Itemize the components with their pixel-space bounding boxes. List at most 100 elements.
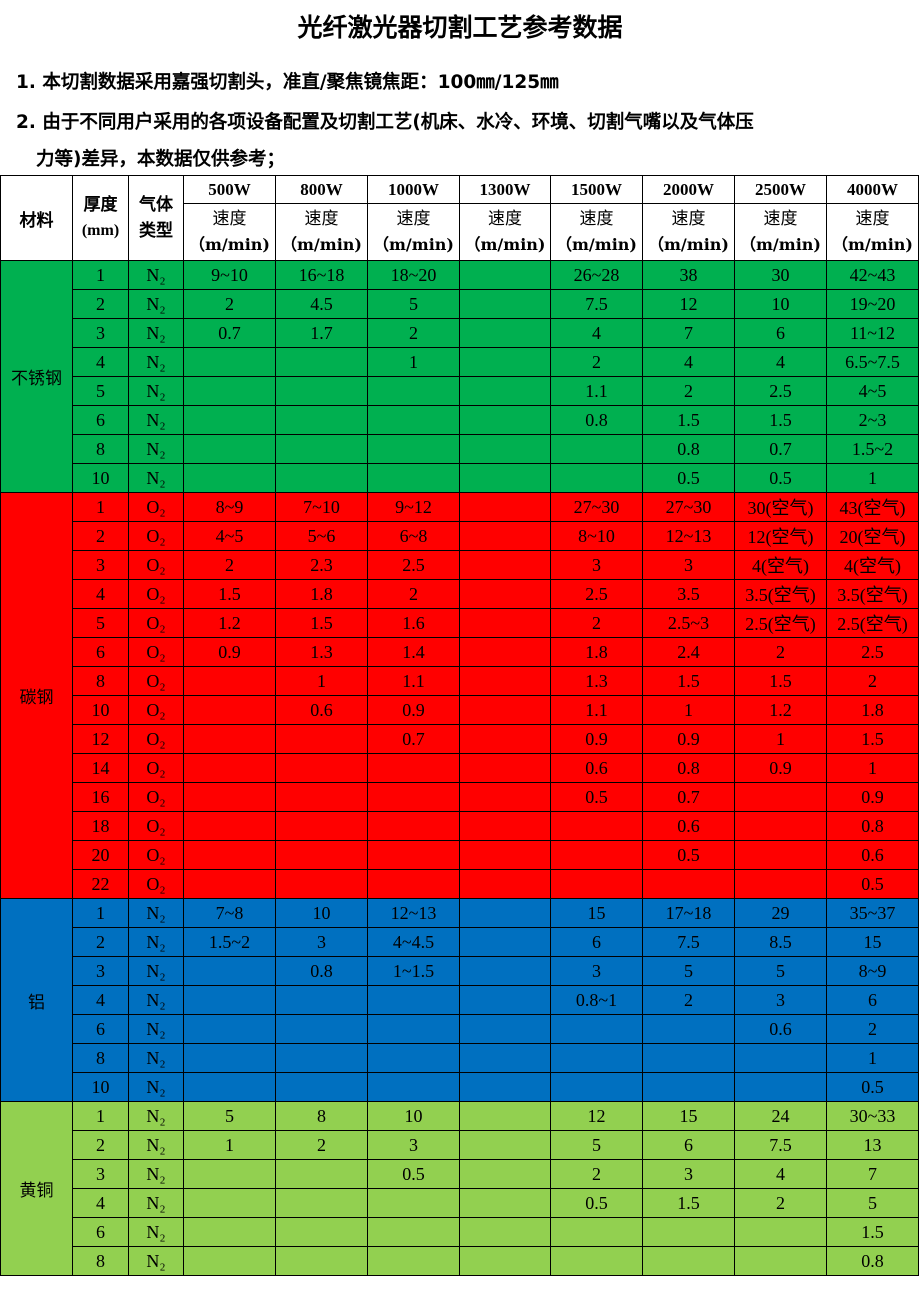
- speed-cell: 0.8: [550, 405, 643, 435]
- gas-cell: N₂: [128, 289, 184, 319]
- speed-cell: 15: [826, 927, 919, 957]
- speed-cell: 0.8: [642, 434, 735, 464]
- speed-cell: [183, 956, 276, 986]
- table-row: 20 O₂ 0.5 0.6: [0, 840, 919, 870]
- material-cell: 铝: [0, 898, 73, 1102]
- header-speed-unit: （m/min): [373, 235, 454, 254]
- table-row: 22 O₂ 0.5: [0, 869, 919, 899]
- speed-cell: 1.5: [826, 724, 919, 754]
- speed-cell: 0.8: [826, 1246, 919, 1276]
- speed-cell: 0.6: [826, 840, 919, 870]
- speed-cell: 1.5: [275, 608, 368, 638]
- header-speed: 速度 （m/min): [367, 203, 460, 261]
- gas-cell: O₂: [128, 695, 184, 725]
- speed-cell: 8~10: [550, 521, 643, 551]
- speed-cell: 2: [826, 1014, 919, 1044]
- table-row: 3 N₂ 0.7 1.7 2 4 7 6 11~12: [0, 318, 919, 348]
- speed-cell: 6: [642, 1130, 735, 1160]
- thickness-cell: 6: [72, 637, 129, 667]
- speed-cell: [734, 869, 827, 899]
- speed-cell: 2~3: [826, 405, 919, 435]
- header-speed-unit: （m/min): [189, 235, 270, 254]
- speed-cell: [459, 811, 551, 841]
- speed-cell: 29: [734, 898, 827, 928]
- speed-cell: 17~18: [642, 898, 735, 928]
- speed-cell: [367, 782, 460, 812]
- speed-cell: [459, 927, 551, 957]
- speed-cell: [550, 434, 643, 464]
- speed-cell: 1.1: [550, 695, 643, 725]
- speed-cell: 0.8: [642, 753, 735, 783]
- speed-cell: 2.5(空气): [734, 608, 827, 638]
- thickness-cell: 8: [72, 1043, 129, 1073]
- speed-cell: 5: [642, 956, 735, 986]
- header-speed-unit: （m/min): [556, 235, 637, 254]
- speed-cell: [459, 1072, 551, 1102]
- speed-cell: [183, 1246, 276, 1276]
- thickness-cell: 4: [72, 985, 129, 1015]
- speed-cell: 7~8: [183, 898, 276, 928]
- table-row: 16 O₂ 0.5 0.7 0.9: [0, 782, 919, 812]
- speed-cell: 8~9: [826, 956, 919, 986]
- thickness-cell: 1: [72, 1101, 129, 1131]
- speed-cell: 0.5: [826, 869, 919, 899]
- speed-cell: [550, 463, 643, 493]
- thickness-cell: 3: [72, 956, 129, 986]
- speed-cell: [183, 724, 276, 754]
- speed-cell: 42~43: [826, 260, 919, 290]
- speed-cell: [183, 1043, 276, 1073]
- gas-cell: N₂: [128, 898, 184, 928]
- table-row: 6 N₂ 1.5: [0, 1217, 919, 1247]
- speed-cell: 0.7: [642, 782, 735, 812]
- speed-cell: [459, 492, 551, 522]
- speed-cell: 1.3: [275, 637, 368, 667]
- gas-cell: N₂: [128, 1072, 184, 1102]
- gas-cell: N₂: [128, 1159, 184, 1189]
- speed-cell: 12: [642, 289, 735, 319]
- speed-cell: [367, 1217, 460, 1247]
- header-material: 材料: [0, 175, 73, 261]
- speed-cell: [459, 840, 551, 870]
- table-row: 14 O₂ 0.6 0.8 0.9 1: [0, 753, 919, 783]
- speed-cell: 5~6: [275, 521, 368, 551]
- speed-cell: 12~13: [367, 898, 460, 928]
- speed-cell: 5: [826, 1188, 919, 1218]
- speed-cell: [642, 1072, 735, 1102]
- table-row: 8 N₂ 1: [0, 1043, 919, 1073]
- speed-cell: 6.5~7.5: [826, 347, 919, 377]
- header-power-4000W: 4000W: [826, 175, 919, 204]
- table-row: 10 O₂ 0.6 0.9 1.1 1 1.2 1.8: [0, 695, 919, 725]
- speed-cell: 4~4.5: [367, 927, 460, 957]
- speed-cell: [550, 1043, 643, 1073]
- speed-cell: 3: [550, 956, 643, 986]
- gas-cell: N₂: [128, 347, 184, 377]
- material-cell: 黄铜: [0, 1101, 73, 1276]
- header-speed: 速度 （m/min): [550, 203, 643, 261]
- speed-cell: 6: [826, 985, 919, 1015]
- speed-cell: 2.3: [275, 550, 368, 580]
- table-row: 4 O₂ 1.5 1.8 2 2.5 3.5 3.5(空气) 3.5(空气): [0, 579, 919, 609]
- speed-cell: [459, 695, 551, 725]
- thickness-cell: 22: [72, 869, 129, 899]
- table-row: 2 N₂ 1 2 3 5 6 7.5 13: [0, 1130, 919, 1160]
- speed-cell: [275, 840, 368, 870]
- thickness-cell: 14: [72, 753, 129, 783]
- speed-cell: 3: [642, 550, 735, 580]
- speed-cell: 0.9: [183, 637, 276, 667]
- table-row: 8 N₂ 0.8 0.7 1.5~2: [0, 434, 919, 464]
- thickness-cell: 10: [72, 1072, 129, 1102]
- speed-cell: [459, 1246, 551, 1276]
- header-speed-label: 速度: [304, 209, 339, 229]
- thickness-cell: 2: [72, 927, 129, 957]
- speed-cell: [734, 1217, 827, 1247]
- speed-cell: [183, 405, 276, 435]
- speed-cell: 0.9: [367, 695, 460, 725]
- speed-cell: [183, 840, 276, 870]
- speed-cell: 27~30: [550, 492, 643, 522]
- speed-cell: 0.5: [550, 1188, 643, 1218]
- speed-cell: 2.5~3: [642, 608, 735, 638]
- speed-cell: 0.6: [275, 695, 368, 725]
- speed-cell: [183, 782, 276, 812]
- speed-cell: 1.1: [367, 666, 460, 696]
- speed-cell: [183, 753, 276, 783]
